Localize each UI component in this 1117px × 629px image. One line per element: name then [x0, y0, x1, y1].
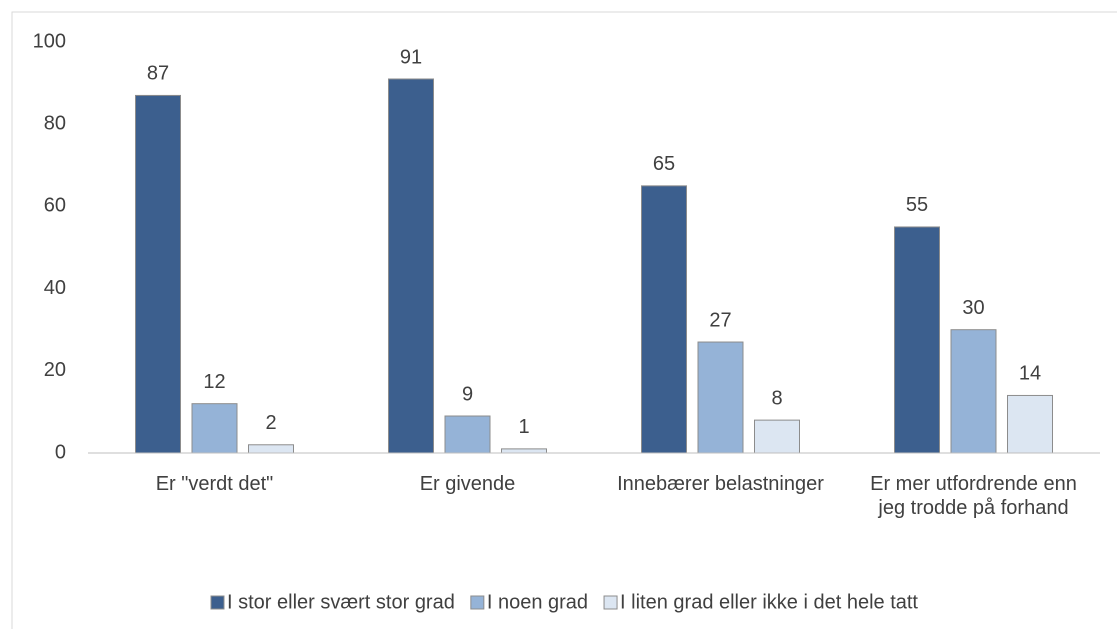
legend-label: I liten grad eller ikke i det hele tatt [620, 591, 918, 613]
x-tick-label: Innebærer belastninger [617, 473, 824, 495]
data-label: 9 [462, 383, 473, 405]
data-label: 87 [147, 63, 169, 85]
legend-label: I stor eller svært stor grad [227, 591, 455, 613]
chart-frame [11, 11, 1117, 629]
bar [697, 341, 744, 454]
x-tick-label: Er givende [419, 473, 516, 495]
bar [135, 94, 181, 454]
x-tick-label: Er "verdt det" [155, 473, 274, 495]
data-label: 55 [906, 194, 928, 216]
data-label: 14 [1019, 363, 1041, 385]
bar [1007, 394, 1053, 454]
bar [894, 226, 940, 454]
bar [754, 419, 800, 454]
data-label: 65 [653, 153, 675, 175]
legend-label: I noen grad [487, 591, 588, 613]
bar [191, 403, 238, 454]
bar [641, 185, 687, 454]
y-tick-label: 60 [44, 195, 66, 217]
bar [388, 78, 434, 454]
legend-swatch [603, 595, 618, 610]
y-tick-label: 20 [44, 359, 66, 381]
data-label: 91 [400, 46, 422, 68]
bar [501, 448, 547, 454]
y-tick-label: 0 [55, 441, 66, 463]
bar [248, 444, 294, 454]
x-tick-label: Er mer utfordrende enn jeg trodde på for… [870, 473, 1077, 519]
bar [444, 415, 491, 454]
legend-swatch [470, 595, 485, 610]
data-label: 8 [771, 387, 782, 409]
legend-swatch [210, 595, 225, 610]
data-label: 12 [203, 371, 225, 393]
data-label: 27 [709, 309, 731, 331]
y-tick-label: 80 [44, 112, 66, 134]
y-tick-label: 40 [44, 277, 66, 299]
data-label: 2 [265, 412, 276, 434]
y-tick-label: 100 [33, 30, 66, 52]
data-label: 1 [518, 416, 529, 438]
bar [950, 329, 997, 454]
data-label: 30 [962, 297, 984, 319]
